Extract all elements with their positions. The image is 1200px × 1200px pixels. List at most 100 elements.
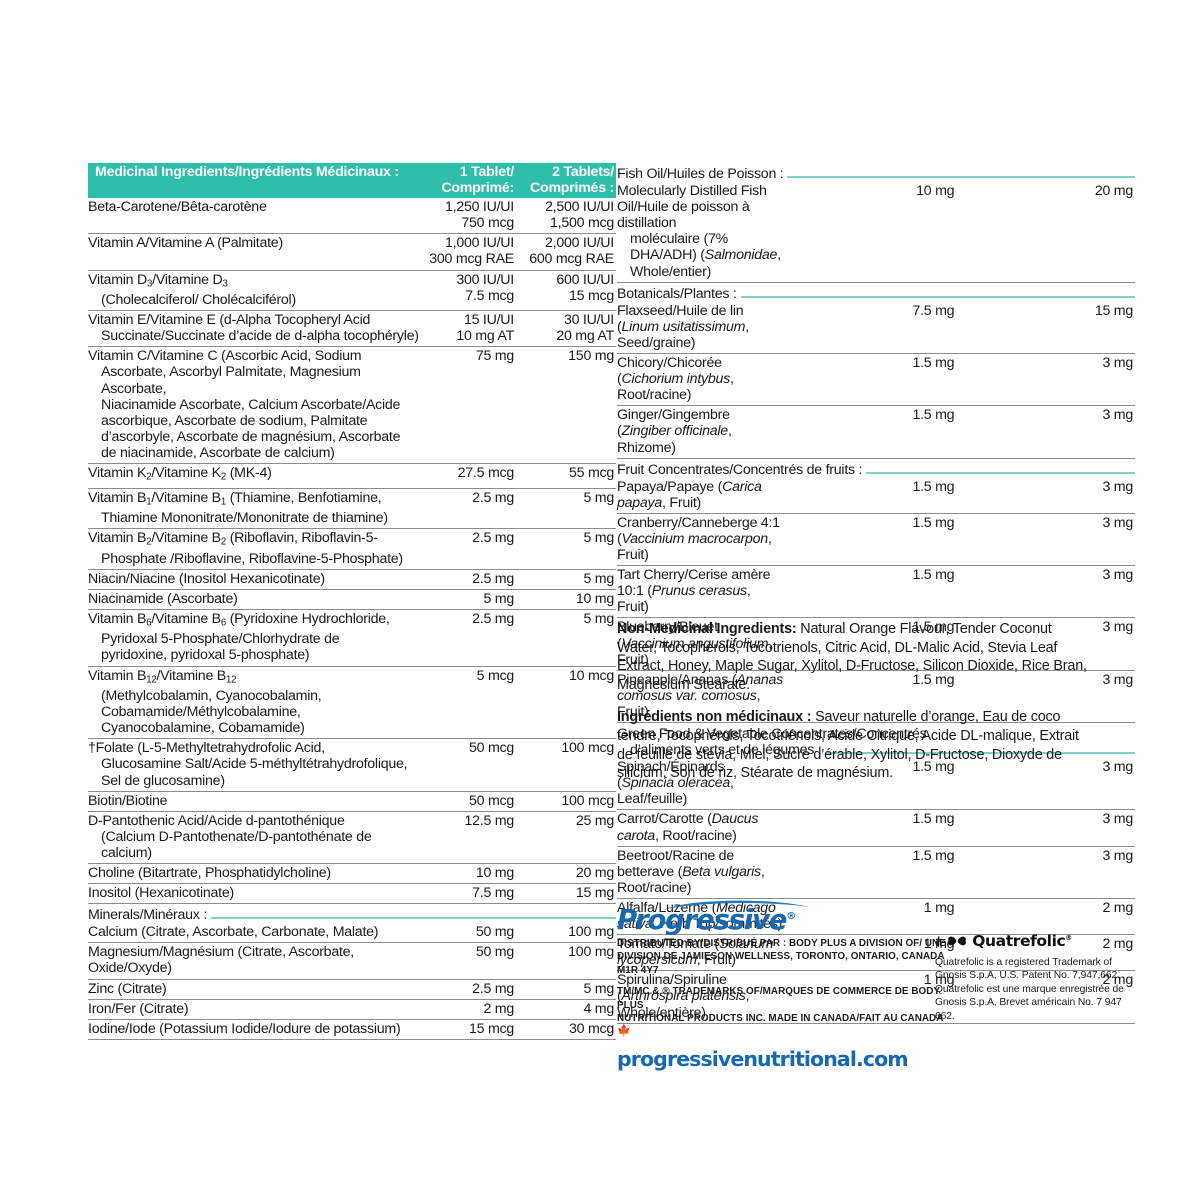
two-tablets-amount: 3 mg <box>962 353 1135 407</box>
two-tablets-amount: 3 mg <box>962 617 1135 671</box>
ingredient-name: Vitamin A/Vitamine A (Palmitate) <box>88 233 428 271</box>
section-heading-cell: Fruit Concentrates/Concentrés de fruits … <box>617 458 1135 478</box>
table-row: Tart Cherry/Cerise amère 10:1 (Prunus ce… <box>617 565 1135 619</box>
section-rule <box>825 752 1135 755</box>
two-tablets-amount: 10 mcg <box>522 666 616 740</box>
table-row: Calcium (Citrate, Ascorbate, Carbonate, … <box>88 923 616 944</box>
table-row: Choline (Bitartrate, Phosphatidylcholine… <box>88 863 616 885</box>
non-medicinal-en-label: Non-Medicinal Ingredients: <box>617 621 797 637</box>
two-tablets-amount: 5 mg <box>522 528 616 570</box>
one-tablet-amount: 10 mg <box>789 182 963 283</box>
two-tablets-amount: 3 mg <box>962 513 1135 567</box>
section-rule <box>211 917 616 920</box>
ingredient-name: Vitamin B6/Vitamine B6 (Pyridoxine Hydro… <box>88 609 428 667</box>
swoosh-icon <box>663 900 809 910</box>
one-tablet-amount: 2.5 mg <box>428 979 522 1000</box>
one-tablet-amount: 50 mcg <box>428 738 522 792</box>
green-food-section-heading: Green Food & Vegetable Concentrates/Conc… <box>617 723 1135 759</box>
two-tablets-amount: 100 mcg <box>522 738 616 792</box>
one-tablet-amount: 7.5 mg <box>428 883 522 905</box>
supplemental-ingredients-table: Fish Oil/Huiles de Poisson : Molecularly … <box>617 163 1135 1024</box>
ingredient-name: Cranberry/Canneberge 4:1 (Vaccinium macr… <box>617 513 790 567</box>
header-one-tablet: 1 Tablet/Comprimé: <box>441 164 514 197</box>
ingredient-name: Iodine/Iode (Potassium Iodide/Iodure de … <box>88 1019 428 1040</box>
table-row: Iodine/Iode (Potassium Iodide/Iodure de … <box>88 1019 616 1040</box>
section-heading-cell: Green Food & Vegetable Concentrates/Conc… <box>617 723 1135 759</box>
ingredient-name: Zinc (Citrate) <box>88 979 428 1000</box>
quatrefolic-wordmark: Quatrefolic® <box>972 932 1072 950</box>
ingredient-name: Pineapple/Ananas (Ananas comosus var. co… <box>617 670 790 724</box>
ingredient-name: Tomato/Tomate (Solanum lycopersicum, Fru… <box>617 934 790 972</box>
ingredient-name: Iron/Fer (Citrate) <box>88 999 428 1020</box>
ingredient-name: Calcium (Citrate, Ascorbate, Carbonate, … <box>88 923 428 944</box>
table-row: Iron/Fer (Citrate) 2 mg 4 mg <box>88 999 616 1020</box>
fruit-concentrates-section-heading: Fruit Concentrates/Concentrés de fruits … <box>617 458 1135 478</box>
progressive-logo: Progressive® <box>617 898 827 934</box>
table-row: Chicory/Chicorée (Cichorium intybus, Roo… <box>617 353 1135 407</box>
one-tablet-amount: 50 mg <box>428 942 522 980</box>
distributor-info: DISTRIBUTED BY/DISTRIBUÉ PAR : BODY PLUS… <box>617 937 952 1039</box>
two-tablets-amount: 100 mg <box>522 942 616 980</box>
ingredient-name: Vitamin B2/Vitamine B2 (Riboflavin, Ribo… <box>88 528 428 570</box>
two-tablets-amount: 55 mcg <box>522 463 616 489</box>
ingredient-name: Blueberry/Bleuet (Vaccinium angustifoliu… <box>617 617 790 671</box>
two-tablets-amount: 25 mg <box>522 811 616 865</box>
table-row: Vitamin C/Vitamine C (Ascorbic Acid, Sod… <box>88 346 616 464</box>
one-tablet-amount: 10 mg <box>428 863 522 885</box>
non-medicinal-en-body: Natural Orange Flavour, Tender Coconut W… <box>617 621 1087 693</box>
table-row: Zinc (Citrate) 2.5 mg 5 mg <box>88 979 616 1000</box>
one-tablet-amount: 5 mcg <box>428 666 522 740</box>
table-row: Vitamin B6/Vitamine B6 (Pyridoxine Hydro… <box>88 609 616 667</box>
quatrefolic-line-3: Quatrefolic est une marque enregistrée d… <box>935 983 1124 995</box>
quatrefolic-block: † Quatrefolic® Quatrefolic is a register… <box>935 930 1140 1023</box>
ingredient-name: Flaxseed/Huile de lin (Linum usitatissim… <box>617 301 790 355</box>
ingredient-name: Vitamin E/Vitamine E (d-Alpha Tocopheryl… <box>88 310 428 348</box>
website-link[interactable]: progressivenutritional.com <box>617 1046 909 1071</box>
ingredient-name: Beetroot/Racine de betterave (Beta vulga… <box>617 846 790 899</box>
two-tablets-amount: 3 mg <box>962 405 1135 459</box>
ingredient-name: Biotin/Biotine <box>88 791 428 812</box>
table-row: Pineapple/Ananas (Ananas comosus var. co… <box>617 670 1135 724</box>
table-row: Beetroot/Racine de betterave (Beta vulga… <box>617 846 1135 899</box>
two-tablets-amount: 20 mg <box>962 182 1135 283</box>
one-tablet-amount: 15 IU/UI 10 mg AT <box>428 310 522 348</box>
two-tablets-amount: 2 mg <box>962 970 1135 1024</box>
two-tablets-amount: 5 mg <box>522 609 616 667</box>
table-row: Spinach/Épinards (Spinacia oleracea, Lea… <box>617 758 1135 811</box>
minerals-section-heading: Minerals/Minéraux : <box>88 904 616 924</box>
fish-oil-section-heading: Fish Oil/Huiles de Poisson : <box>617 163 1135 182</box>
ingredient-name: Spinach/Épinards (Spinacia oleracea, Lea… <box>617 758 790 811</box>
distributed-line-2: DIVISION DE JAMIESON WELLNESS, TORONTO, … <box>617 951 945 976</box>
one-tablet-amount: 50 mcg <box>428 791 522 812</box>
section-heading-label: Botanicals/Plantes : <box>617 285 737 302</box>
one-tablet-amount: 1,000 IU/UI 300 mcg RAE <box>428 233 522 271</box>
two-tablets-amount: 3 mg <box>962 477 1135 514</box>
section-heading-cell: Fish Oil/Huiles de Poisson : <box>617 163 1135 182</box>
trademark-block: TM/MC & ® TRADEMARKS OF/MARQUES DE COMME… <box>617 985 952 1039</box>
ingredient-name: D-Pantothenic Acid/Acide d-pantothénique… <box>88 811 428 865</box>
one-tablet-amount: 1,250 IU/UI 750 mcg <box>428 198 522 235</box>
medicinal-ingredients-panel: Medicinal Ingredients/Ingrédients Médici… <box>88 163 616 1040</box>
ingredient-name: Vitamin B12/Vitamine B12 (Methylcobalamin… <box>88 666 428 740</box>
header-two-tablets: 2 Tablets/Comprimés : <box>530 164 614 197</box>
table-row: Vitamin B2/Vitamine B2 (Riboflavin, Ribo… <box>88 528 616 570</box>
registered-mark-icon: ® <box>786 911 797 922</box>
table-row: Cranberry/Canneberge 4:1 (Vaccinium macr… <box>617 513 1135 567</box>
maple-leaf-icon: 🍁 <box>617 1025 631 1038</box>
one-tablet-amount: 27.5 mcg <box>428 463 522 489</box>
one-tablet-amount: 1.5 mg <box>789 809 963 847</box>
non-medicinal-fr: Ingrédients non médicinaux : Saveur natu… <box>617 708 1087 782</box>
ingredient-name: Inositol (Hexanicotinate) <box>88 883 428 905</box>
non-medicinal-fr-body: Saveur naturelle d’orange, Eau de coco t… <box>617 709 1079 782</box>
progressive-brand-text: Progressive <box>617 904 787 937</box>
section-rule <box>740 295 1135 298</box>
two-tablets-amount: 2 mg <box>962 934 1135 972</box>
section-rule <box>787 176 1135 179</box>
two-tablets-amount: 5 mg <box>522 488 616 530</box>
table-row: Ginger/Gingembre (Zingiber officinale, R… <box>617 405 1135 459</box>
ingredient-name: Choline (Bitartrate, Phosphatidylcholine… <box>88 863 428 885</box>
two-tablets-amount: 5 mg <box>522 979 616 1000</box>
label-footer: Progressive® DISTRIBUTED BY/DISTRIBUÉ PA… <box>617 898 1137 1071</box>
ingredient-name: Vitamin C/Vitamine C (Ascorbic Acid, Sod… <box>88 346 428 464</box>
two-tablets-amount: 100 mcg <box>522 791 616 812</box>
